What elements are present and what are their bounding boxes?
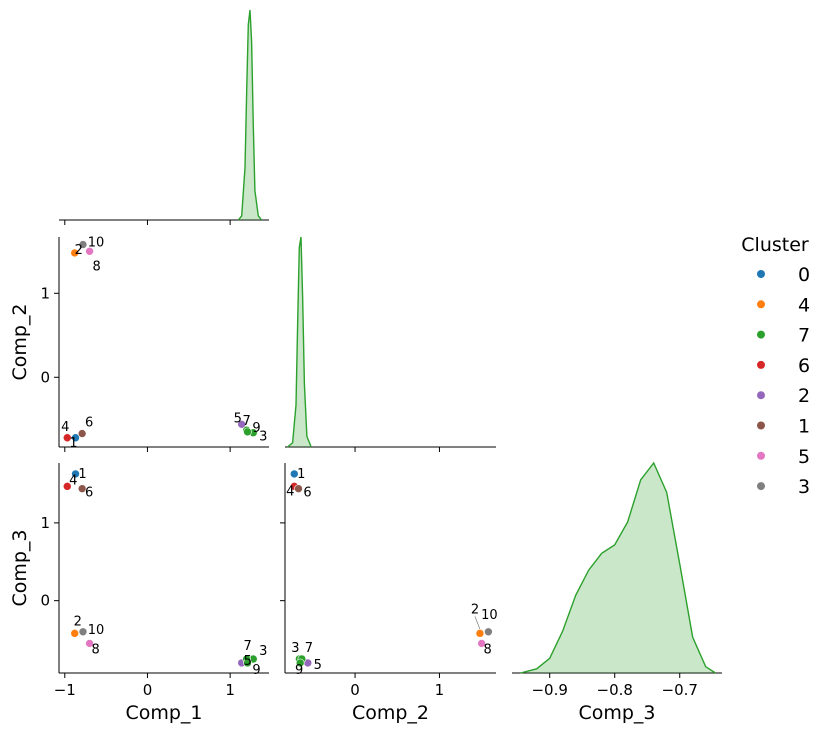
panel-comp2-comp3-point-label: 6 [303,486,311,501]
panel-comp1-comp3-xtick-label: 0 [143,681,153,699]
legend-marker [757,270,765,278]
panel-comp3-kde-xtick-label: −0.7 [662,681,698,699]
legend-label: 6 [798,355,810,377]
panel-comp2-comp3-xtick-label: 1 [435,681,445,699]
panel-comp1-comp3-point-label: 3 [259,644,267,659]
y-axis-label: Comp_2 [9,303,31,380]
panel-comp1-comp2-point-label: 3 [259,430,267,445]
panel-comp2-comp3-point [295,658,305,668]
panel-comp1-comp2-point-label: 7 [243,414,251,429]
legend-marker [757,451,765,460]
panel-comp1-comp2-ytick-label: 1 [40,284,50,302]
legend-marker [757,421,765,430]
panel-comp1-comp2-point [62,433,72,443]
panel-comp2-comp3-point-label: 3 [291,641,299,656]
x-axis-label: Comp_1 [125,702,202,724]
panel-comp1-comp3-point [243,658,252,668]
legend-label: 5 [798,446,810,468]
panel-comp2-comp3-point-label: 2 [471,602,479,617]
legend-marker [757,300,765,309]
legend: Cluster 0 4 7 6 2 1 5 3 [741,234,810,498]
panel-comp1-comp2-point [243,427,252,437]
panel-comp1-comp2-point-label: 5 [234,411,242,426]
panel-comp1-comp3-point-label: 1 [78,467,86,482]
panel-comp2-comp3-point-label: 7 [305,641,313,656]
panel-comp1-comp2-point-label: 8 [92,259,100,274]
panel-comp1-comp3-xtick-label: 1 [225,681,235,699]
panel-comp1-comp2-point [70,248,80,258]
legend-label: 3 [798,476,810,498]
panel-comp1-comp2-ytick-label: 0 [40,368,50,386]
panel-comp1-comp3-point-label: 8 [91,642,99,657]
panel-comp1-comp3-xtick-label: −1 [54,681,76,699]
x-axis-label: Comp_2 [352,702,429,724]
kde-comp2-fill [287,237,312,447]
panel-comp1-comp2-point [77,429,87,438]
panel-comp3-kde-xtick-label: −0.8 [597,681,633,699]
panel-comp1-comp2-point-label: 6 [85,416,93,431]
panel-comp3-kde-xtick-label: −0.9 [531,681,567,699]
panel-comp1-comp2-point-label: 9 [252,421,260,436]
panel-comp1-comp3-point [62,482,72,491]
kde-comp1-line [237,9,263,221]
panel-comp1-comp3-point-label: 5 [244,654,252,669]
panel-comp1-comp3-point [85,639,94,648]
panel-comp2-comp3-point [477,639,486,648]
panel-comp1-comp3-point-label: 10 [88,623,105,638]
panel-comp2-comp3-point-label: 9 [295,663,303,678]
panel-comp1-comp3-point [71,469,80,479]
panel-comp1-comp3-point-label: 9 [252,663,260,678]
panel-comp1-comp3-point-label: 7 [244,639,252,654]
kde-comp1-fill [238,10,262,220]
panel-comp1-comp3-ytick-label: 0 [40,592,50,610]
panel-comp1-comp3-ytick-label: 1 [40,514,50,532]
panel-comp1-comp3-point-label: 4 [69,473,77,488]
panel-comp2-comp3-point [294,484,303,493]
legend-label: 4 [798,294,810,316]
legend-label: 2 [798,385,810,407]
panel-comp1-comp2-point [237,420,247,429]
panel-comp2-comp3-xtick-label: 0 [350,681,360,699]
legend-label: 7 [798,325,810,347]
panel-comp1-comp3-point [77,484,87,493]
legend-title: Cluster [741,234,809,256]
panel-comp2-comp3-point-label: 10 [481,608,498,623]
panel-comp2-comp3-point [475,629,485,638]
panel-comp1-comp3-point-label: 2 [74,614,82,629]
y-axis-label: Comp_3 [9,529,31,606]
panel-comp1-comp3-point-label: 6 [85,486,93,501]
panel-comp1-comp2-point-label: 10 [88,236,105,251]
panel-comp2-comp3-point-label: 5 [314,658,322,673]
label-leader-line [474,616,481,630]
kde-comp2-line [287,236,312,448]
legend-marker [757,360,765,369]
legend-marker [757,482,765,491]
legend-marker [757,391,765,400]
legend-label: 0 [798,264,810,286]
panel-comp2-comp3-point [484,627,493,637]
panel-comp1-comp2-point [78,240,88,249]
legend-label: 1 [798,416,810,438]
panel-comp1-comp2-point-label: 4 [61,420,69,435]
panel-comp2-comp3-point [289,469,299,479]
kde-comp3-line [520,461,716,674]
panel-comp1-comp3-point [78,627,88,637]
panel-comp1-comp2-point-label: 2 [75,243,83,258]
panel-comp1-comp2-point-label: 1 [69,436,77,451]
panel-comp2-comp3-point-label: 4 [286,484,294,499]
panel-comp1-comp2-point [85,246,94,256]
panel-comp2-comp3-point-label: 8 [484,642,492,657]
panel-comp1-comp3-point [70,629,80,638]
panel-comp2-comp3-point-label: 1 [297,467,305,482]
legend-marker [757,330,765,339]
kde-comp3-fill [520,463,716,673]
x-axis-label: Comp_3 [578,702,655,724]
